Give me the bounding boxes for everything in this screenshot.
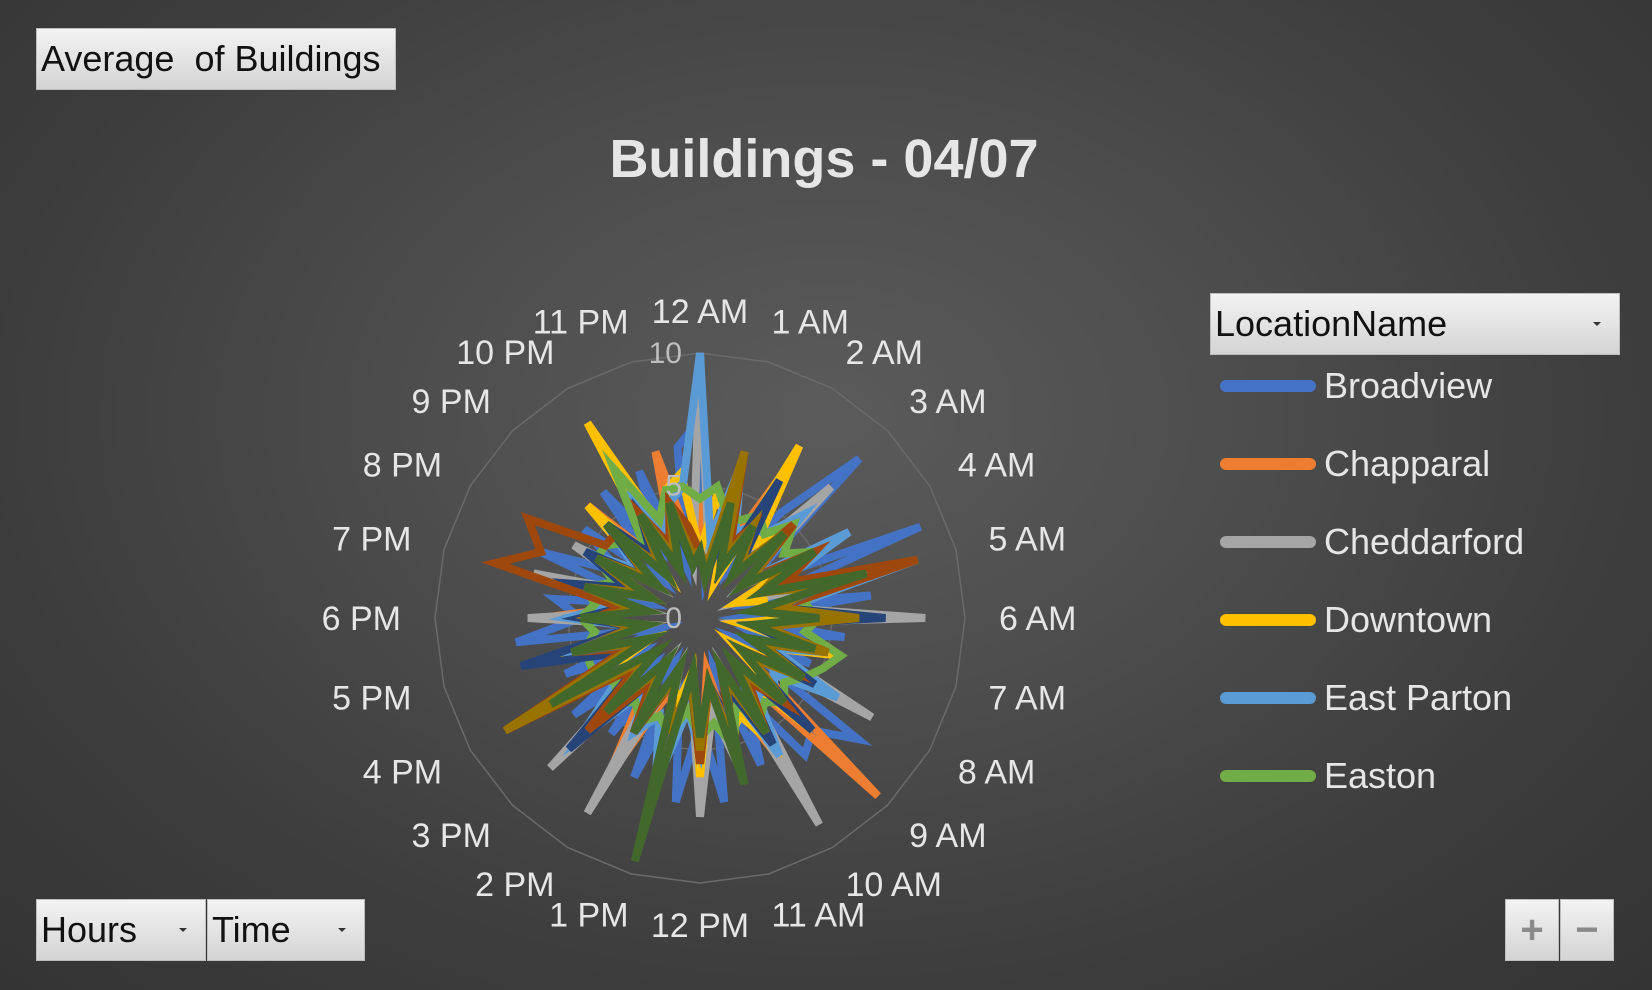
radar-category-label: 6 PM bbox=[322, 600, 401, 638]
chart-title: Buildings - 04/07 bbox=[609, 129, 1039, 189]
axis-field-label-time: Time bbox=[212, 909, 291, 950]
legend-swatch bbox=[1220, 536, 1316, 548]
radar-tick-label: 0 bbox=[665, 602, 682, 635]
radar-category-label: 12 PM bbox=[651, 907, 749, 945]
radar-tick-labels: 0 5 10 bbox=[649, 337, 682, 635]
legend-swatch bbox=[1220, 614, 1316, 626]
legend-item[interactable]: Cheddarford bbox=[1220, 521, 1620, 562]
minus-icon: − bbox=[1575, 907, 1599, 952]
radar-category-label: 7 PM bbox=[332, 521, 411, 559]
values-field-button[interactable]: Average of Buildings bbox=[36, 28, 396, 90]
legend-swatch bbox=[1220, 380, 1316, 392]
legend-label: East Parton bbox=[1324, 677, 1513, 718]
radar-category-label: 4 AM bbox=[958, 447, 1035, 485]
radar-category-label: 10 PM bbox=[456, 334, 554, 372]
radar-category-label: 9 PM bbox=[412, 383, 491, 421]
radar-category-label: 8 PM bbox=[363, 447, 442, 485]
radar-category-label: 2 PM bbox=[475, 866, 554, 904]
plus-icon: + bbox=[1520, 907, 1544, 952]
radar-tick-label: 5 bbox=[665, 470, 682, 503]
legend-item[interactable]: East Parton bbox=[1220, 677, 1620, 718]
radar-category-label: 9 AM bbox=[909, 817, 986, 855]
legend-item[interactable]: Chapparal bbox=[1220, 443, 1620, 484]
legend-label: Cheddarford bbox=[1324, 521, 1525, 562]
chevron-down-icon bbox=[338, 928, 346, 932]
radar-category-label: 1 PM bbox=[549, 897, 628, 935]
legend-item[interactable]: Downtown bbox=[1220, 599, 1620, 640]
legend-field-button[interactable]: LocationName bbox=[1210, 293, 1620, 355]
legend-field-label: LocationName bbox=[1215, 303, 1448, 344]
axis-field-button-time[interactable]: Time bbox=[207, 899, 365, 961]
legend-label: Easton bbox=[1324, 755, 1437, 796]
radar-category-label: 11 PM bbox=[533, 303, 629, 341]
radar-category-label: 3 PM bbox=[412, 817, 491, 855]
chevron-down-icon bbox=[179, 928, 187, 932]
radar-category-label: 11 AM bbox=[771, 897, 865, 935]
radar-ring-10 bbox=[434, 352, 966, 884]
radar-category-label: 7 AM bbox=[989, 679, 1066, 717]
radar-category-label: 12 AM bbox=[652, 293, 748, 331]
radar-tick-label: 10 bbox=[649, 337, 682, 370]
axis-field-label-hours: Hours bbox=[41, 909, 138, 950]
radar-category-labels: 12 AM 1 AM2 AM 3 AM 4 AM 5 AM 6 AM 7 AM 8 AM 9 A… bbox=[322, 293, 1077, 945]
zoom-in-button[interactable]: + bbox=[1505, 899, 1559, 961]
axis-field-button-hours[interactable]: Hours bbox=[36, 899, 206, 961]
legend-swatch bbox=[1220, 770, 1316, 782]
zoom-out-button[interactable]: − bbox=[1560, 899, 1614, 961]
radar-category-label: 4 PM bbox=[363, 754, 442, 792]
legend-label: Downtown bbox=[1324, 599, 1493, 640]
radar-category-label: 3 AM bbox=[909, 383, 986, 421]
radar-category-label: 1 AM bbox=[771, 303, 848, 341]
radar-category-label: 8 AM bbox=[958, 754, 1035, 792]
chevron-down-icon bbox=[1593, 322, 1601, 326]
radar-category-label: 5 AM bbox=[989, 521, 1066, 559]
radar-category-label: 5 PM bbox=[332, 679, 411, 717]
radar-series-lines bbox=[481, 352, 926, 863]
series-line-unlabeled-10[interactable] bbox=[548, 501, 868, 863]
legend-label: Chapparal bbox=[1324, 443, 1491, 484]
legend-swatch bbox=[1220, 692, 1316, 704]
radar-category-label: 6 AM bbox=[999, 600, 1076, 638]
legend-item[interactable]: Broadview bbox=[1220, 365, 1620, 406]
legend-label: Broadview bbox=[1324, 365, 1493, 406]
values-field-label: Average of Buildings bbox=[41, 38, 381, 79]
radar-category-label: 2 AM bbox=[846, 334, 923, 372]
legend-swatch bbox=[1220, 458, 1316, 470]
radar-category-label: 10 AM bbox=[846, 866, 942, 904]
legend-item[interactable]: Easton bbox=[1220, 755, 1620, 796]
